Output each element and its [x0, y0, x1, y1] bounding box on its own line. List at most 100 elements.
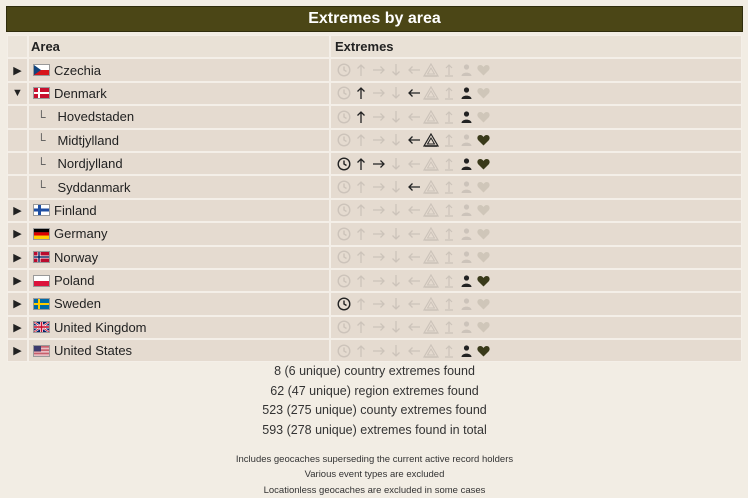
country-row[interactable]: ▶ Finland — [7, 198, 742, 223]
country-row[interactable]: ▶ United States — [7, 339, 742, 363]
area-name[interactable]: United Kingdom — [54, 319, 147, 335]
extremes-cell — [330, 128, 742, 152]
area-name[interactable]: Norway — [54, 249, 99, 265]
arrow-north-icon — [353, 319, 371, 335]
arrow-north-icon — [353, 202, 371, 218]
panel-title: Extremes by area — [6, 6, 743, 32]
person-icon[interactable] — [458, 273, 476, 289]
area-name[interactable]: Czechia — [54, 62, 101, 78]
expand-toggle[interactable]: ▶ — [7, 268, 28, 293]
extremes-table: Area Extremes ▶ Czechia ▼ Denmark └ Hovedstad… — [7, 35, 742, 363]
arrow-west-icon — [405, 249, 423, 265]
heart-icon[interactable] — [475, 156, 493, 172]
area-name[interactable]: Germany — [54, 226, 108, 242]
arrow-west-icon[interactable] — [405, 132, 423, 148]
expand-toggle[interactable]: ▶ — [7, 315, 28, 340]
person-icon[interactable] — [458, 343, 476, 359]
country-row[interactable]: ▶ Sweden — [7, 292, 742, 316]
triangle-height-icon[interactable] — [423, 132, 441, 148]
expand-toggle[interactable]: ▶ — [7, 339, 28, 363]
arrow-north-icon — [353, 273, 371, 289]
arrow-south-icon — [388, 202, 406, 218]
caret-right-icon[interactable]: ▶ — [13, 298, 22, 311]
area-name[interactable]: Finland — [54, 202, 97, 218]
area-cell: Finland — [28, 198, 330, 223]
expand-toggle[interactable]: ▶ — [7, 58, 28, 82]
country-row[interactable]: ▶ United Kingdom — [7, 315, 742, 340]
stat-county: 523 (275 unique) county extremes found — [262, 403, 487, 417]
arrow-east-icon — [370, 85, 388, 101]
arrow-east-icon[interactable] — [370, 156, 388, 172]
arrow-east-icon — [370, 249, 388, 265]
clock-icon[interactable] — [335, 296, 353, 312]
arrow-south-icon — [388, 109, 406, 125]
ascent-icon — [440, 132, 458, 148]
expand-toggle[interactable]: ▶ — [7, 198, 28, 223]
arrow-west-icon[interactable] — [405, 85, 423, 101]
caret-right-icon[interactable]: ▶ — [13, 251, 22, 264]
person-icon[interactable] — [458, 109, 476, 125]
clock-icon[interactable] — [335, 156, 353, 172]
clock-icon — [335, 62, 353, 78]
ascent-icon — [440, 249, 458, 265]
heart-icon[interactable] — [475, 132, 493, 148]
clock-icon — [335, 273, 353, 289]
arrow-north-icon[interactable] — [353, 156, 371, 172]
person-icon[interactable] — [458, 85, 476, 101]
arrow-south-icon — [388, 273, 406, 289]
heart-icon[interactable] — [475, 273, 493, 289]
ascent-icon — [440, 156, 458, 172]
area-name: Midtjylland — [57, 132, 119, 148]
country-row[interactable]: ▶ Poland — [7, 268, 742, 293]
country-row[interactable]: ▶ Czechia — [7, 58, 742, 82]
arrow-west-icon — [405, 62, 423, 78]
country-row[interactable]: ▼ Denmark — [7, 81, 742, 106]
area-name[interactable]: Sweden — [54, 296, 101, 312]
caret-right-icon[interactable]: ▶ — [13, 64, 22, 77]
caret-right-icon[interactable]: ▶ — [13, 345, 22, 358]
area-name[interactable]: Poland — [54, 273, 95, 289]
extremes-cell — [330, 81, 742, 106]
arrow-south-icon — [388, 179, 406, 195]
flag-pl-icon — [33, 274, 50, 287]
arrow-east-icon — [370, 296, 388, 312]
arrow-west-icon — [405, 319, 423, 335]
tree-branch-icon: └ — [37, 180, 46, 195]
expand-toggle[interactable]: ▶ — [7, 292, 28, 316]
country-row[interactable]: ▶ Norway — [7, 245, 742, 269]
arrow-north-icon[interactable] — [353, 109, 371, 125]
ascent-icon — [440, 85, 458, 101]
arrow-west-icon[interactable] — [405, 179, 423, 195]
area-name[interactable]: Denmark — [54, 85, 107, 101]
area-name[interactable]: United States — [54, 343, 133, 359]
expand-toggle[interactable]: ▶ — [7, 245, 28, 269]
caret-right-icon[interactable]: ▶ — [13, 228, 22, 241]
expand-toggle[interactable]: ▼ — [7, 81, 28, 106]
caret-right-icon[interactable]: ▶ — [13, 321, 22, 334]
arrow-north-icon[interactable] — [353, 85, 371, 101]
caret-right-icon[interactable]: ▶ — [13, 204, 22, 217]
triangle-height-icon — [423, 179, 441, 195]
extremes-cell — [330, 198, 742, 223]
triangle-height-icon — [423, 226, 441, 242]
clock-icon — [335, 343, 353, 359]
expand-toggle[interactable]: ▶ — [7, 222, 28, 246]
heart-icon[interactable] — [475, 343, 493, 359]
clock-icon — [335, 132, 353, 148]
person-icon — [458, 296, 476, 312]
extremes-cell — [330, 105, 742, 129]
extremes-cell — [330, 268, 742, 293]
arrow-south-icon — [388, 62, 406, 78]
arrow-east-icon — [370, 343, 388, 359]
country-row[interactable]: ▶ Germany — [7, 222, 742, 246]
person-icon[interactable] — [458, 156, 476, 172]
caret-down-icon[interactable]: ▼ — [12, 87, 23, 100]
area-cell: Germany — [28, 222, 330, 246]
person-icon — [458, 132, 476, 148]
arrow-east-icon — [370, 202, 388, 218]
arrow-north-icon — [353, 226, 371, 242]
person-icon — [458, 319, 476, 335]
arrow-west-icon — [405, 296, 423, 312]
caret-right-icon[interactable]: ▶ — [13, 275, 22, 288]
ascent-icon — [440, 202, 458, 218]
